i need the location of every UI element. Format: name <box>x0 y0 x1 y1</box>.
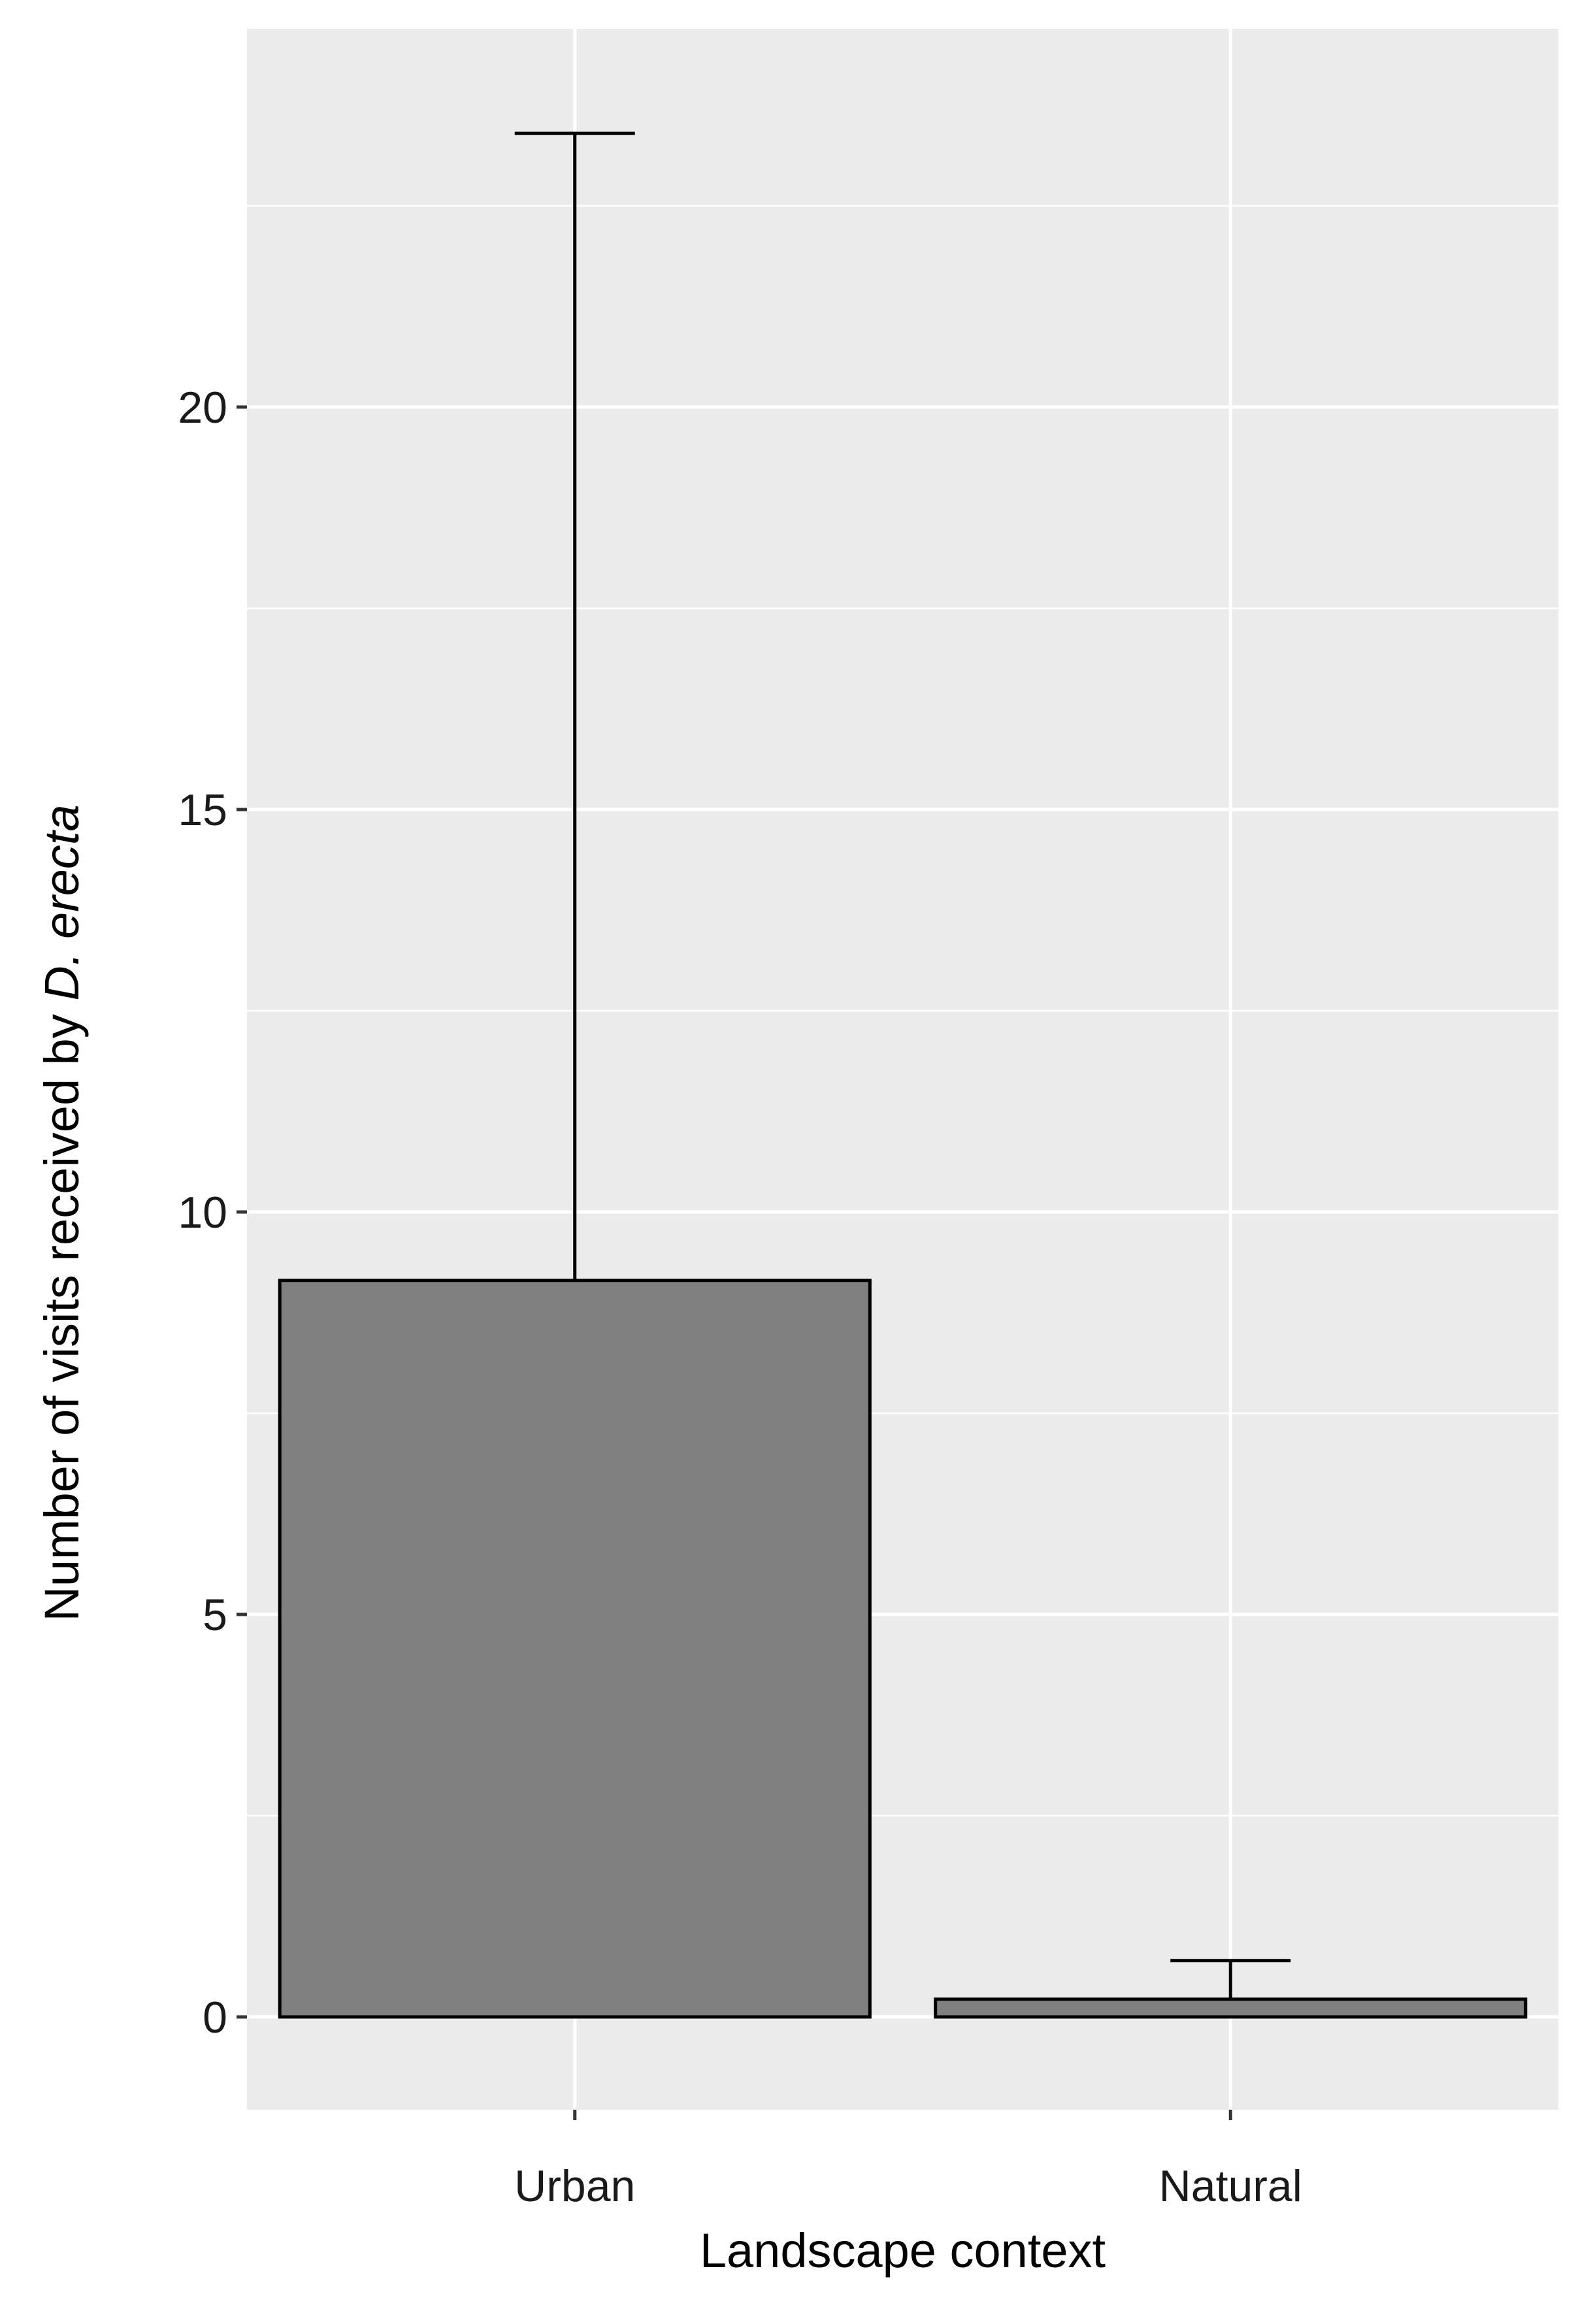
x-axis: Urban Natural <box>514 2110 1302 2211</box>
y-axis-title: Number of visits received by D. erecta <box>35 804 89 1621</box>
y-axis: 0 5 10 15 20 <box>178 383 247 2042</box>
bar-natural <box>934 1997 1528 2019</box>
bar-urban <box>278 1279 872 2019</box>
y-axis-title-italic: D. erecta <box>35 804 89 1000</box>
y-axis-title-plain: Number of visits received by <box>35 1001 89 1622</box>
x-tick-label: Urban <box>514 2161 635 2211</box>
error-bars <box>514 131 1291 1999</box>
bars <box>278 1279 1528 2019</box>
y-tick-label: 0 <box>203 1993 227 2042</box>
y-tick-label: 15 <box>178 785 227 835</box>
x-axis-title: Landscape context <box>700 2223 1106 2278</box>
y-tick-label: 10 <box>178 1188 227 1237</box>
y-tick-label: 20 <box>178 383 227 433</box>
error-bar-urban <box>514 131 635 1281</box>
x-tick-label: Natural <box>1159 2161 1302 2211</box>
y-tick-label: 5 <box>203 1590 227 1640</box>
error-bar-natural <box>1170 1959 1291 1999</box>
